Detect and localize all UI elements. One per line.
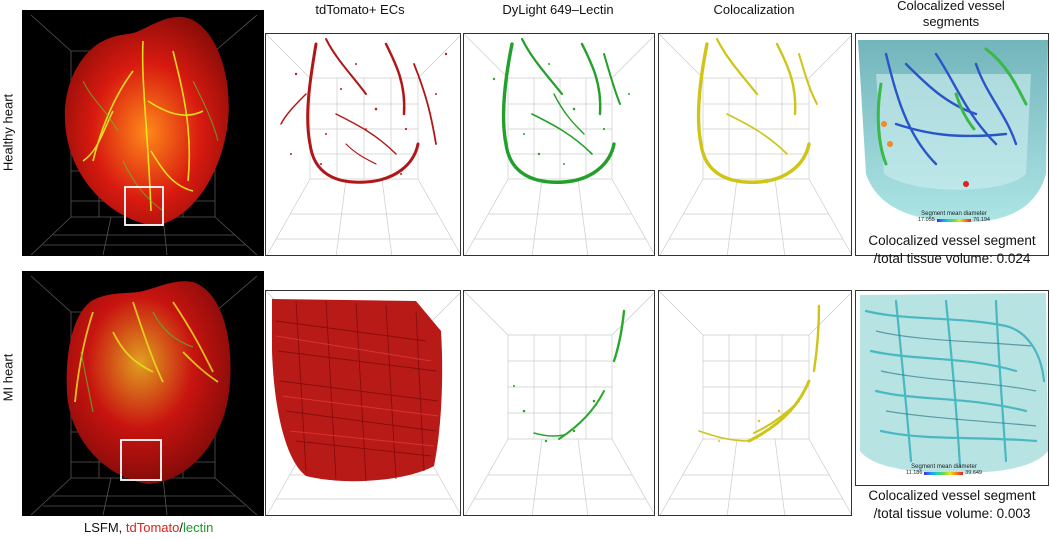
footer-prefix: LSFM, xyxy=(84,520,126,535)
title-segments-line2: segments xyxy=(922,14,980,29)
mi-colorbar-gradient xyxy=(924,472,964,475)
mi-volume-stat: Colocalized vessel segment /total tissue… xyxy=(855,487,1049,523)
healthy-colocalization-panel xyxy=(658,33,852,256)
row-label-mi: MI heart xyxy=(0,353,16,402)
healthy-segments-panel xyxy=(855,33,1049,256)
healthy-stat-line2: /total tissue volume: 0.024 xyxy=(873,251,1031,266)
healthy-colorbar-min: 17.055 xyxy=(918,217,935,223)
mi-stat-line1: Colocalized vessel segment xyxy=(868,488,1036,503)
healthy-colorbar-title: Segment mean diameter xyxy=(921,211,987,217)
title-dylight: DyLight 649–Lectin xyxy=(502,2,614,17)
mi-colorbar-min: 11.186 xyxy=(906,470,923,476)
healthy-stat-line1: Colocalized vessel segment xyxy=(868,233,1036,248)
healthy-tdtomato-panel xyxy=(265,33,461,256)
footer-slash: / xyxy=(179,520,184,535)
title-segments: Colocalized vessel segments xyxy=(855,0,1047,30)
footer-legend: LSFM, tdTomato/lectin xyxy=(84,520,213,535)
row-label-healthy: Healthy heart xyxy=(0,93,16,172)
title-segments-line1: Colocalized vessel xyxy=(897,0,1005,13)
title-tdtomato: tdTomato+ ECs xyxy=(315,2,405,17)
mi-heart-lsfm-image xyxy=(22,271,264,516)
healthy-colorbar: Segment mean diameter 17.055 76.194 xyxy=(918,211,990,223)
mi-dylight-panel xyxy=(463,290,655,516)
healthy-colorbar-max: 76.194 xyxy=(973,217,990,223)
healthy-heart-lsfm-image xyxy=(22,10,264,256)
healthy-dylight-panel xyxy=(463,33,655,256)
footer-tdtomato: tdTomato xyxy=(125,520,180,535)
mi-segments-panel xyxy=(855,290,1049,486)
mi-colorbar-title: Segment mean diameter xyxy=(911,464,977,470)
healthy-colorbar-gradient xyxy=(936,219,972,222)
mi-colocalization-panel xyxy=(658,290,852,516)
mi-stat-line2: /total tissue volume: 0.003 xyxy=(873,506,1031,521)
mi-colorbar: Segment mean diameter 11.186 39.649 xyxy=(906,464,982,476)
healthy-volume-stat: Colocalized vessel segment /total tissue… xyxy=(855,232,1049,268)
mi-tdtomato-panel xyxy=(265,290,461,516)
footer-lectin: lectin xyxy=(183,520,214,535)
mi-colorbar-max: 39.649 xyxy=(965,470,982,476)
title-colocalization: Colocalization xyxy=(713,2,795,17)
